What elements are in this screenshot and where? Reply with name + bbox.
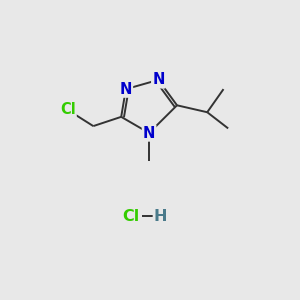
Text: N: N [120, 82, 132, 97]
Text: H: H [154, 209, 167, 224]
Text: Cl: Cl [60, 102, 76, 117]
Text: N: N [152, 72, 165, 87]
Text: Cl: Cl [122, 209, 139, 224]
Text: N: N [143, 125, 155, 140]
